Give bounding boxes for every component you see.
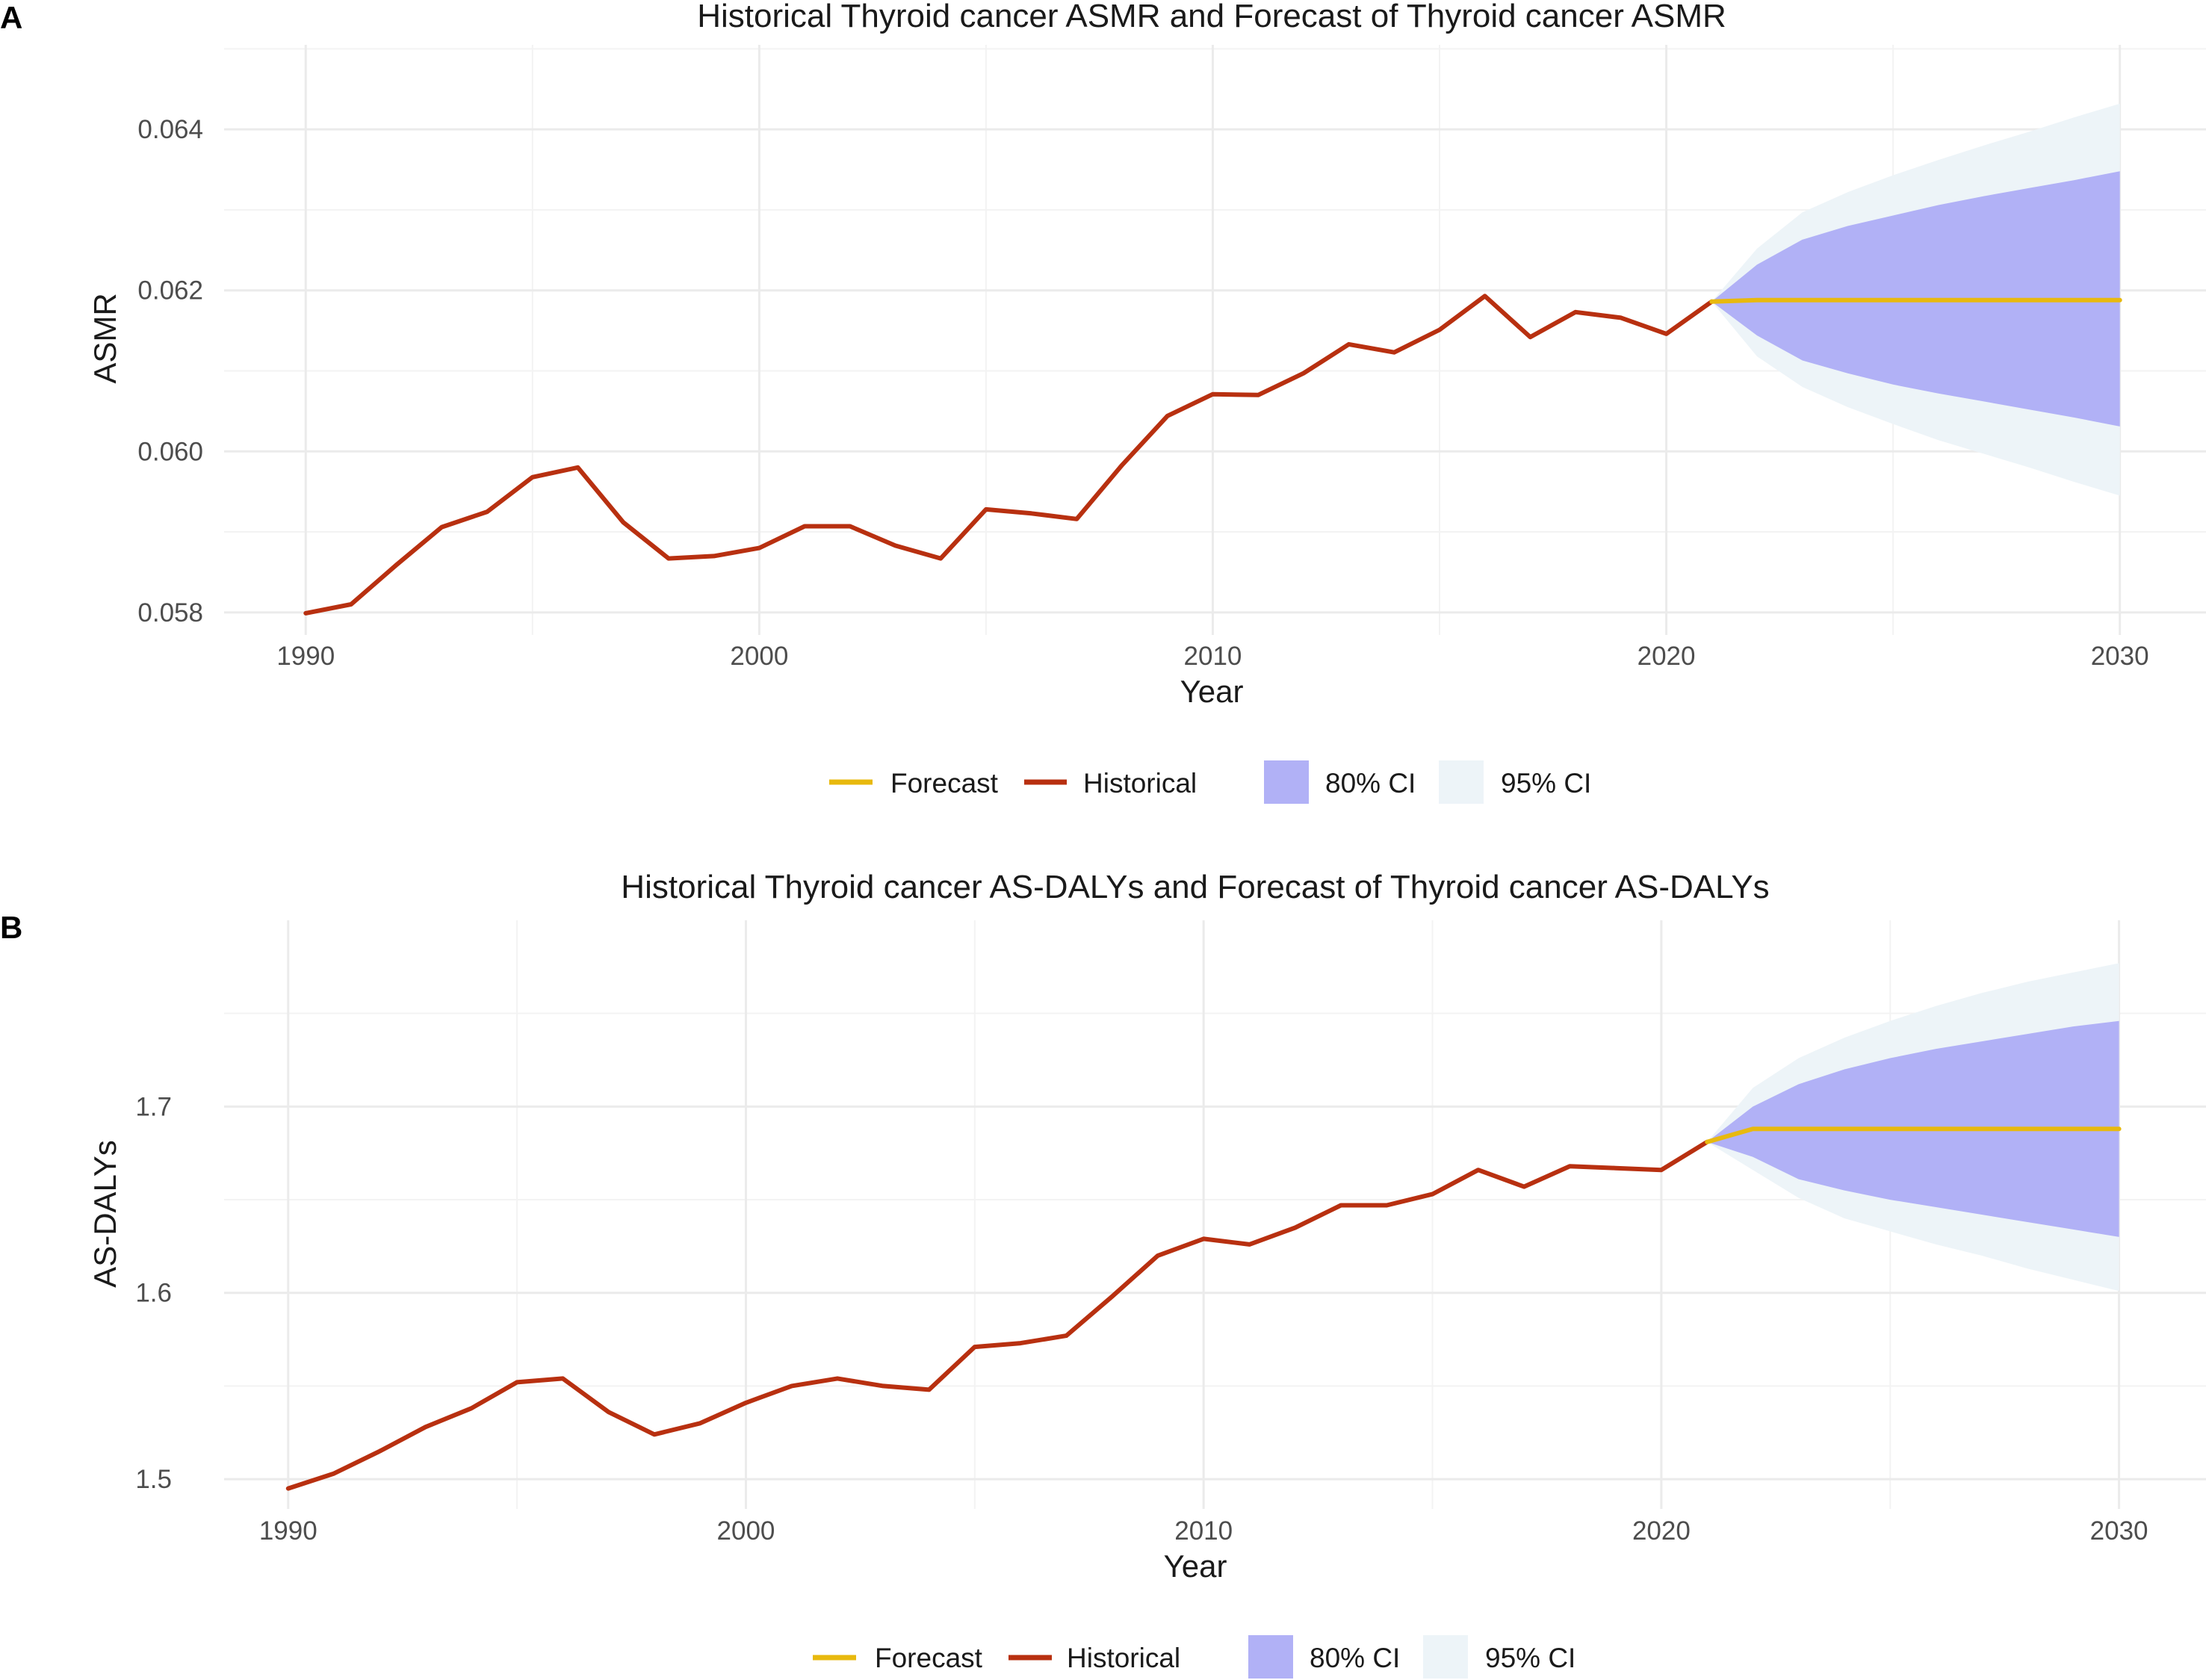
- legend-ci95-key: [1439, 760, 1484, 804]
- y-tick-label: 0.058: [137, 598, 203, 627]
- historical-line: [285, 1139, 1710, 1491]
- y-tick-label: 1.7: [135, 1092, 172, 1121]
- plot-area-a: 1990 2000 2010 2020 2030 0.058 0.060 0.062 0.064: [137, 45, 2206, 671]
- x-tick-label: 2000: [717, 1516, 775, 1546]
- y-tick-label: 0.060: [137, 437, 203, 466]
- x-tick-label: 2030: [2090, 1516, 2148, 1546]
- legend-historical-label: Historical: [1067, 1643, 1180, 1673]
- y-tick-label: 0.062: [137, 276, 203, 306]
- y-tick-label: 0.064: [137, 115, 203, 144]
- panel-b: B Historical Thyroid cancer AS-DALYs and…: [0, 869, 2206, 1679]
- y-axis-title-b: AS-DALYs: [87, 1140, 123, 1288]
- forecast-line: [1709, 297, 2122, 304]
- legend-forecast-label: Forecast: [875, 1643, 983, 1673]
- x-tick-label: 2010: [1174, 1516, 1233, 1546]
- legend-ci80-key: [1264, 760, 1309, 804]
- chart-title-a: Historical Thyroid cancer ASMR and Forec…: [697, 0, 1726, 34]
- panel-letter-a: A: [0, 0, 22, 35]
- forecast-line: [1705, 1126, 2122, 1144]
- x-tick-label: 1990: [276, 642, 335, 671]
- legend-ci95-label: 95% CI: [1501, 768, 1591, 799]
- chart-title-b: Historical Thyroid cancer AS-DALYs and F…: [621, 869, 1769, 905]
- legend-ci80-key: [1248, 1635, 1293, 1679]
- x-tick-label: 2020: [1632, 1516, 1691, 1546]
- legend-ci95-label: 95% CI: [1485, 1643, 1576, 1673]
- legend-historical-label: Historical: [1083, 768, 1197, 799]
- x-tick-label: 2000: [730, 642, 788, 671]
- y-tick-label: 1.6: [135, 1279, 172, 1308]
- x-tick-label: 1990: [259, 1516, 317, 1546]
- plot-area-b: 1990 2000 2010 2020 2030 1.5 1.6 1.7: [135, 920, 2206, 1546]
- x-tick-label: 2030: [2091, 642, 2149, 671]
- y-axis-title-a: ASMR: [87, 293, 123, 383]
- legend-forecast-label: Forecast: [890, 768, 999, 799]
- panel-letter-b: B: [0, 910, 22, 945]
- x-tick-label: 2010: [1184, 642, 1242, 671]
- legend-ci80-label: 80% CI: [1310, 1643, 1400, 1673]
- x-axis-title-b: Year: [1164, 1549, 1227, 1584]
- legend-b: Forecast Historical 80% CI 95% CI: [813, 1635, 1576, 1679]
- legend-a: Forecast Historical 80% CI 95% CI: [829, 760, 1591, 804]
- panel-a: A Historical Thyroid cancer ASMR and For…: [0, 0, 2206, 804]
- y-tick-label: 1.5: [135, 1465, 172, 1494]
- legend-ci80-label: 80% CI: [1325, 768, 1416, 799]
- x-tick-label: 2020: [1638, 642, 1696, 671]
- legend-ci95-key: [1423, 1635, 1468, 1679]
- x-axis-title-a: Year: [1180, 674, 1244, 709]
- historical-line: [303, 294, 1714, 616]
